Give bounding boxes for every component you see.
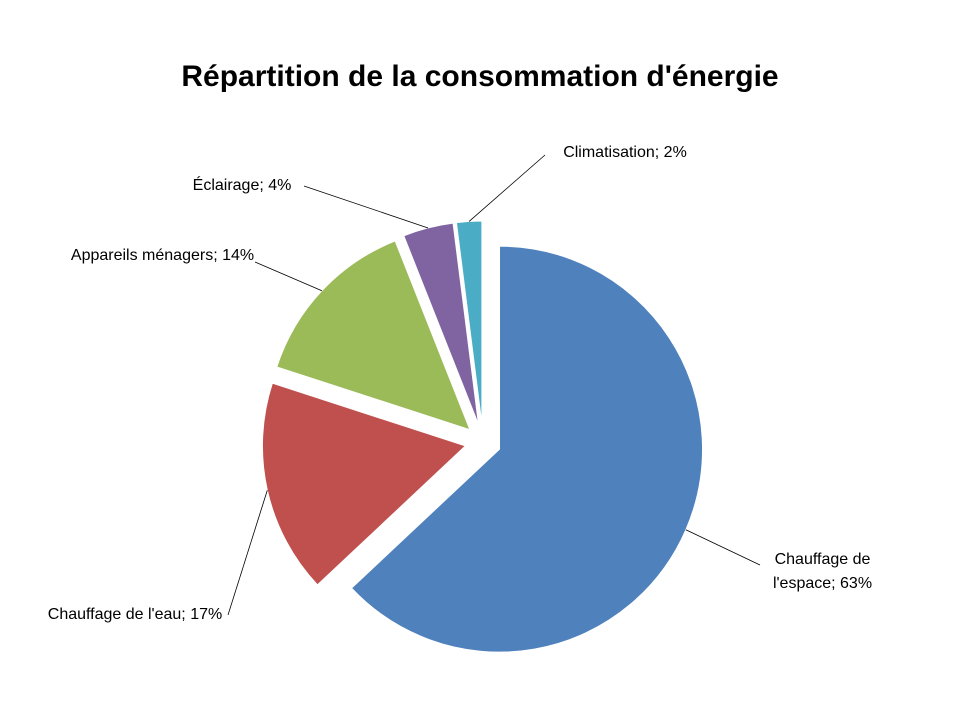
chart-title: Répartition de la consommation d'énergie [181,60,779,93]
data-label: Climatisation; 2% [563,144,687,161]
data-label: Chauffage de l'eau; 17% [47,606,223,623]
leader-line [254,261,323,292]
leader-line [685,529,761,566]
leader-line [468,154,546,222]
pie-slice [403,222,480,425]
leader-line [303,185,429,229]
pie-slice [276,240,471,431]
leader-line [227,490,268,616]
data-label: Chauffage de l'espace; 63% [772,551,873,592]
pie-slice [455,220,483,425]
data-label: Appareils ménagers; 14% [70,247,255,264]
pie-slice [261,382,467,586]
data-label: Éclairage; 4% [192,177,292,194]
